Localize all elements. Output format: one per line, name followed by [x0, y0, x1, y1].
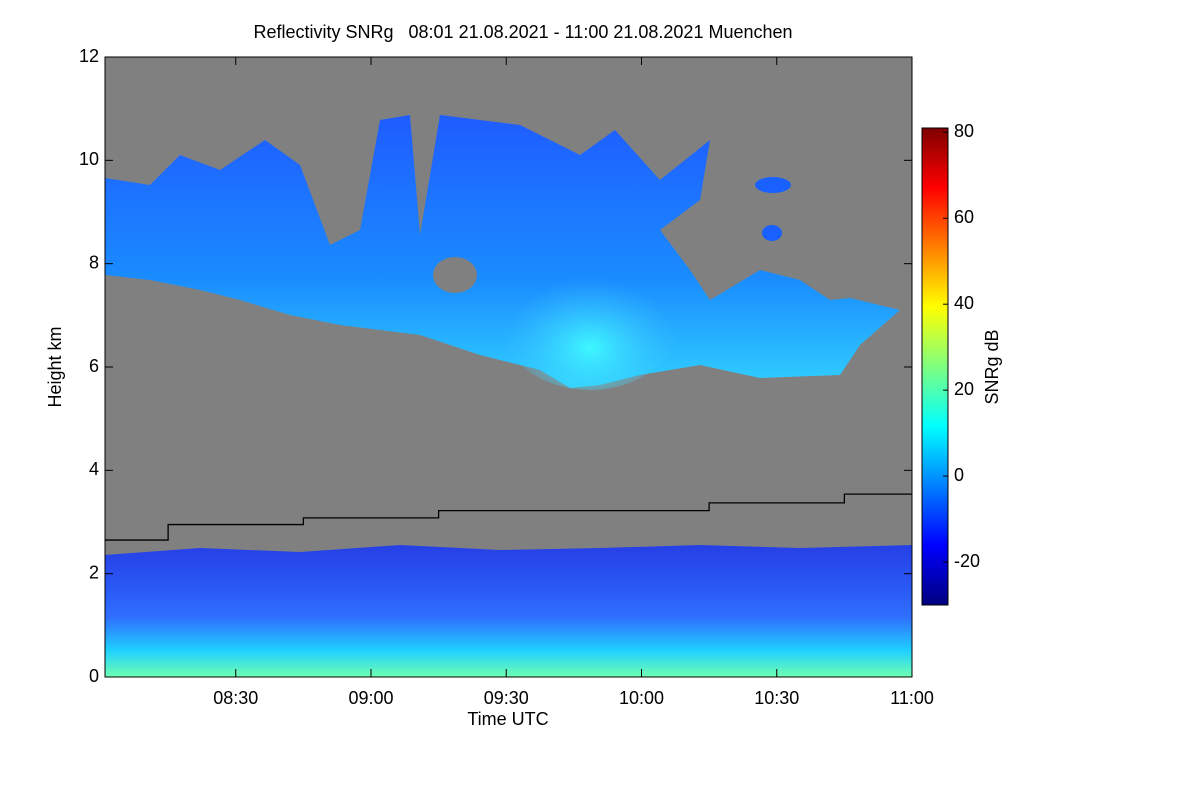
chart-title: Reflectivity SNRg 08:01 21.08.2021 - 11:…	[253, 22, 792, 42]
colorbar-tick-label: 40	[954, 293, 974, 313]
cloud-field	[105, 115, 900, 388]
colorbar-tick-label: 60	[954, 207, 974, 227]
cloud-patch	[762, 225, 782, 241]
colorbar-tick-label: 20	[954, 379, 974, 399]
y-tick-label: 12	[79, 46, 99, 66]
y-tick-label: 4	[89, 459, 99, 479]
noise-field	[105, 545, 912, 677]
x-tick-label: 10:00	[619, 688, 664, 708]
x-tick-label: 09:30	[484, 688, 529, 708]
heatmap-field	[105, 57, 912, 677]
colorbar	[921, 127, 949, 606]
plot-area	[105, 57, 912, 677]
colorbar-tick-label: 0	[954, 465, 964, 485]
y-tick-label: 0	[89, 666, 99, 686]
colorbar-label: SNRg dB	[982, 329, 1002, 404]
cloud-core	[500, 250, 680, 390]
x-tick-label: 09:00	[348, 688, 393, 708]
y-axis-label: Height km	[45, 326, 65, 407]
y-tick-label: 6	[89, 356, 99, 376]
cloud-gap	[433, 257, 477, 293]
threshold-line	[105, 493, 912, 541]
x-tick-label: 10:30	[754, 688, 799, 708]
colorbar-tick-label: 80	[954, 121, 974, 141]
x-tick-label: 08:30	[213, 688, 258, 708]
colorbar-tick-label: -20	[954, 551, 980, 571]
y-tick-label: 10	[79, 149, 99, 169]
y-tick-label: 2	[89, 562, 99, 582]
x-axis-label: Time UTC	[467, 709, 548, 729]
x-tick-label: 11:00	[890, 688, 934, 708]
cloud-patch	[755, 177, 791, 193]
y-tick-label: 8	[89, 252, 99, 272]
